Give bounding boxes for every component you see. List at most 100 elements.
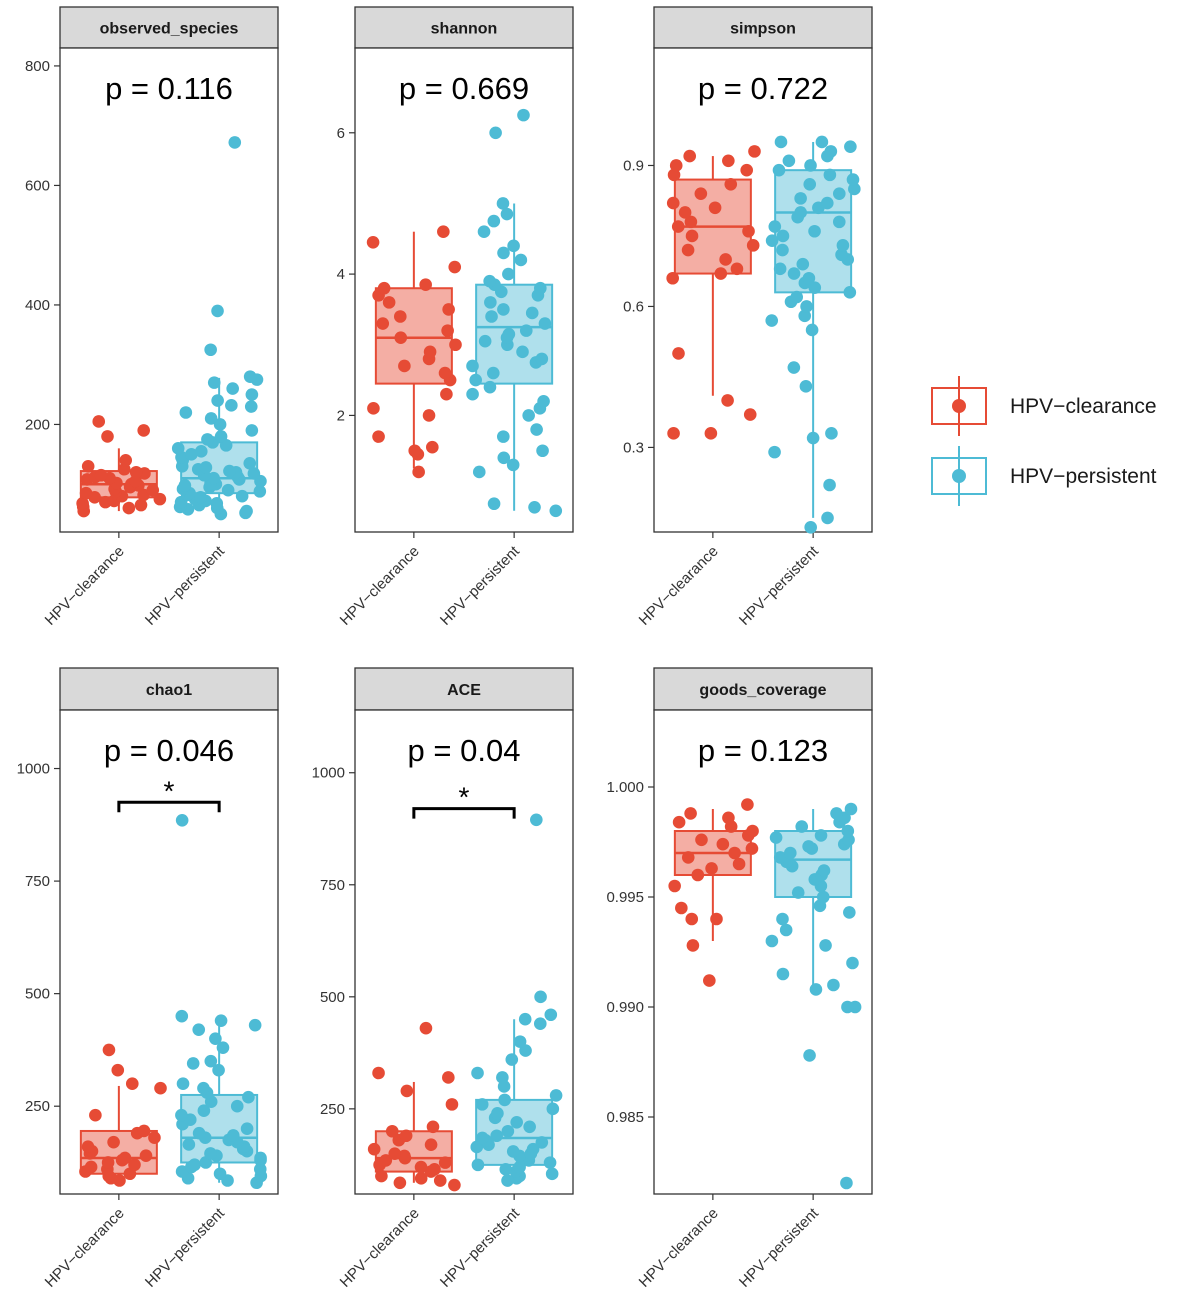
points-clearance bbox=[666, 145, 761, 440]
x-tick-label: HPV−persistent bbox=[736, 1204, 823, 1291]
data-point bbox=[719, 253, 732, 266]
facet-title: shannon bbox=[431, 21, 498, 38]
data-point bbox=[393, 310, 407, 323]
points-clearance bbox=[668, 798, 759, 987]
panel-simpson: simpson 0.3 0.6 0.9 HPV−clearance HPV−persist… bbox=[623, 6, 873, 629]
data-point bbox=[823, 478, 836, 492]
data-point bbox=[242, 1090, 255, 1104]
data-point bbox=[746, 239, 760, 252]
data-point bbox=[695, 833, 708, 847]
facet-title: observed_species bbox=[100, 21, 239, 38]
data-point bbox=[148, 1131, 161, 1145]
data-point bbox=[487, 214, 501, 228]
data-point bbox=[830, 807, 843, 820]
data-point bbox=[129, 465, 143, 479]
x-tick-label: HPV−clearance bbox=[636, 543, 722, 629]
data-point bbox=[376, 317, 390, 330]
data-point bbox=[129, 474, 142, 488]
data-point bbox=[81, 459, 95, 473]
panel-chao1: chao1 250 500 750 1000 HPV−clearance HPV−persi… bbox=[17, 667, 279, 1291]
data-point bbox=[393, 1176, 407, 1190]
data-point bbox=[209, 1032, 222, 1045]
data-point bbox=[186, 1057, 200, 1070]
y-axis: 250 500 750 1000 bbox=[17, 761, 60, 1115]
data-point bbox=[442, 1071, 455, 1084]
data-point bbox=[803, 1049, 816, 1062]
data-point bbox=[685, 912, 699, 926]
data-point bbox=[367, 1142, 381, 1156]
data-point bbox=[730, 262, 744, 276]
data-point bbox=[779, 923, 793, 937]
data-point bbox=[211, 304, 224, 318]
data-point bbox=[794, 206, 807, 219]
data-point bbox=[803, 177, 817, 191]
data-point bbox=[424, 1138, 438, 1152]
data-point bbox=[536, 444, 549, 458]
data-point bbox=[538, 317, 552, 330]
data-point bbox=[171, 442, 185, 455]
data-point bbox=[471, 1066, 484, 1080]
data-point bbox=[175, 814, 189, 827]
data-point bbox=[499, 1163, 513, 1176]
bracket-line bbox=[412, 807, 516, 819]
p-value-label: p = 0.722 bbox=[698, 71, 828, 106]
data-point bbox=[844, 802, 858, 816]
y-tick-label: 2 bbox=[337, 407, 345, 424]
data-point bbox=[423, 345, 437, 359]
data-point bbox=[440, 387, 453, 401]
data-point bbox=[472, 465, 486, 479]
data-point bbox=[544, 1008, 558, 1022]
facet-title: simpson bbox=[730, 21, 796, 38]
data-point bbox=[213, 418, 227, 431]
legend-item-persistent[interactable]: HPV−persistent bbox=[931, 446, 1157, 506]
facet-strip bbox=[59, 6, 279, 49]
data-point bbox=[528, 500, 541, 514]
panel-frame bbox=[653, 47, 873, 533]
legend-label-persistent: HPV−persistent bbox=[1010, 465, 1157, 488]
panel-frame bbox=[653, 709, 873, 1195]
data-point bbox=[549, 1089, 563, 1102]
data-point bbox=[824, 145, 838, 158]
data-point bbox=[518, 1012, 532, 1026]
data-point bbox=[379, 1154, 393, 1167]
data-point bbox=[240, 1122, 254, 1136]
data-point bbox=[137, 1124, 151, 1138]
data-point bbox=[804, 159, 817, 172]
data-point bbox=[722, 154, 735, 168]
data-point bbox=[212, 1063, 225, 1077]
data-point bbox=[741, 798, 754, 811]
data-point bbox=[685, 229, 699, 243]
x-tick-label: HPV−clearance bbox=[337, 1205, 423, 1291]
data-point bbox=[740, 163, 754, 177]
data-point bbox=[247, 467, 261, 480]
data-point bbox=[101, 1156, 115, 1169]
data-point bbox=[245, 388, 259, 401]
y-tick-label: 500 bbox=[320, 989, 345, 1006]
data-point bbox=[526, 1142, 540, 1156]
data-point bbox=[798, 309, 812, 323]
data-point bbox=[192, 1126, 206, 1140]
points-clearance bbox=[79, 1043, 167, 1187]
data-point bbox=[226, 1129, 240, 1142]
legend-item-clearance[interactable]: HPV−clearance bbox=[931, 376, 1157, 436]
data-point bbox=[244, 400, 258, 413]
x-tick-label: HPV−clearance bbox=[337, 543, 423, 629]
data-point bbox=[691, 868, 705, 882]
data-point bbox=[477, 225, 491, 239]
data-point bbox=[743, 408, 757, 421]
data-point bbox=[385, 1124, 399, 1138]
x-axis: HPV−clearance HPV−persistent bbox=[42, 1194, 229, 1291]
data-point bbox=[128, 1158, 141, 1172]
data-point bbox=[746, 824, 759, 838]
data-point bbox=[497, 246, 510, 260]
y-tick-label: 500 bbox=[25, 986, 50, 1003]
data-point bbox=[519, 324, 533, 337]
data-point bbox=[666, 196, 680, 210]
y-axis: 250 500 750 1000 bbox=[312, 765, 355, 1118]
y-tick-label: 750 bbox=[320, 877, 345, 894]
points-clearance bbox=[367, 1021, 461, 1192]
facet-title: chao1 bbox=[146, 682, 192, 699]
data-point bbox=[533, 281, 547, 295]
panel-shannon: shannon 2 4 6 HPV−clearance HPV−persistent p =… bbox=[337, 6, 574, 629]
data-point bbox=[684, 215, 698, 229]
